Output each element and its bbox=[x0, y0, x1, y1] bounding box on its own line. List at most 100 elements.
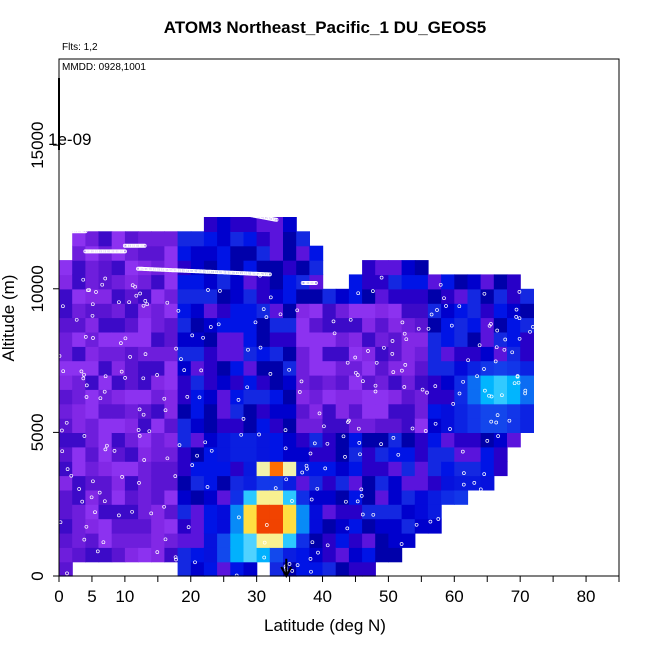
flight-track-point bbox=[353, 370, 358, 375]
flight-track-point bbox=[483, 388, 487, 393]
heatmap-cell bbox=[283, 475, 297, 491]
heatmap-cell bbox=[454, 288, 469, 304]
heatmap-cell bbox=[375, 446, 389, 462]
heatmap-cell bbox=[203, 489, 218, 505]
flight-track-point bbox=[191, 206, 196, 211]
heatmap-cell bbox=[322, 331, 337, 347]
flight-track-point bbox=[86, 249, 91, 254]
heatmap-cell bbox=[243, 245, 258, 261]
heatmap-cell bbox=[151, 532, 165, 548]
heatmap-cell bbox=[164, 317, 179, 333]
heatmap-cell bbox=[111, 331, 126, 347]
heatmap-cell bbox=[520, 403, 534, 419]
heatmap-cell bbox=[335, 475, 350, 491]
flight-track-point bbox=[516, 380, 521, 385]
flight-track-point bbox=[360, 512, 365, 517]
heatmap-cell bbox=[164, 288, 179, 304]
flight-track-point bbox=[435, 308, 439, 312]
heatmap-cell bbox=[454, 389, 469, 405]
heatmap-cell bbox=[72, 288, 86, 304]
heatmap-cell bbox=[243, 446, 258, 462]
heatmap-cell bbox=[59, 260, 73, 276]
heatmap-cell bbox=[151, 389, 165, 405]
heatmap-cell bbox=[283, 389, 297, 405]
flight-track-point bbox=[142, 458, 147, 462]
heatmap-cell bbox=[427, 374, 442, 390]
heatmap-cell bbox=[243, 317, 258, 333]
flight-track-point bbox=[264, 315, 269, 319]
heatmap-cell bbox=[480, 274, 495, 290]
flight-track-point bbox=[268, 295, 273, 300]
heatmap-cell bbox=[243, 288, 258, 304]
heatmap-cell bbox=[98, 518, 113, 534]
flight-track-point bbox=[64, 229, 69, 234]
heatmap-cell bbox=[362, 374, 376, 390]
heatmap-cell bbox=[124, 317, 139, 333]
heatmap-cell bbox=[388, 475, 403, 491]
flight-track-point bbox=[162, 504, 166, 509]
heatmap-cell bbox=[493, 288, 508, 304]
heatmap-cell bbox=[138, 489, 152, 505]
heatmap-cell bbox=[388, 446, 403, 462]
flight-track-point bbox=[248, 271, 253, 276]
heatmap-cell bbox=[59, 346, 73, 362]
heatmap-cell bbox=[203, 403, 218, 419]
flight-track-point bbox=[203, 440, 208, 445]
heatmap-cell bbox=[190, 288, 205, 304]
heatmap-cell bbox=[414, 432, 429, 448]
heatmap-cell bbox=[520, 374, 534, 390]
flight-track-point bbox=[188, 206, 193, 211]
heatmap-cell bbox=[85, 461, 100, 477]
flight-track-point bbox=[165, 456, 170, 461]
heatmap-cell bbox=[441, 317, 455, 333]
heatmap-cell bbox=[59, 331, 73, 347]
heatmap-cell bbox=[217, 231, 231, 247]
flight-track-point bbox=[145, 267, 150, 272]
heatmap-cell bbox=[348, 303, 363, 319]
heatmap-cell bbox=[348, 432, 363, 448]
flight-track-point bbox=[187, 268, 192, 273]
flight-track-point bbox=[503, 259, 508, 264]
heatmap-cell bbox=[98, 231, 113, 247]
flight-track-point bbox=[128, 243, 133, 248]
heatmap-cell bbox=[230, 561, 245, 577]
heatmap-cell bbox=[401, 274, 416, 290]
heatmap-cell bbox=[124, 288, 139, 304]
heatmap-cell bbox=[138, 346, 152, 362]
flight-track-point bbox=[462, 471, 466, 475]
heatmap-cell bbox=[414, 260, 429, 276]
heatmap-cell bbox=[217, 331, 231, 347]
flight-track-point bbox=[347, 418, 351, 423]
flight-track-point bbox=[400, 368, 404, 373]
flight-track-point bbox=[208, 325, 213, 329]
heatmap-cell bbox=[177, 231, 192, 247]
flight-track-point bbox=[257, 432, 261, 437]
flight-track-point bbox=[179, 268, 184, 273]
flight-track-point bbox=[209, 269, 214, 274]
flight-track-point bbox=[402, 385, 407, 389]
flight-track-point bbox=[93, 249, 98, 254]
heatmap-cell bbox=[520, 331, 534, 347]
heatmap-cell bbox=[256, 504, 271, 520]
heatmap-cell bbox=[362, 317, 376, 333]
flight-track-point bbox=[204, 269, 209, 274]
heatmap-cell bbox=[203, 532, 218, 548]
heatmap-cell bbox=[124, 504, 139, 520]
flight-track-point bbox=[229, 270, 234, 275]
flight-track-point bbox=[512, 381, 517, 386]
heatmap-cell bbox=[203, 317, 218, 333]
flight-track-point bbox=[359, 487, 364, 492]
heatmap-cell bbox=[454, 360, 469, 376]
heatmap-cell bbox=[230, 317, 245, 333]
heatmap-cell bbox=[124, 303, 139, 319]
heatmap-cell bbox=[164, 331, 179, 347]
flight-track-point bbox=[111, 249, 116, 254]
flight-track-point bbox=[170, 268, 175, 273]
heatmap-cell bbox=[72, 245, 86, 261]
heatmap-cell bbox=[441, 374, 455, 390]
flight-track-point bbox=[303, 280, 308, 285]
flight-track-point bbox=[392, 249, 397, 254]
heatmap-cell bbox=[98, 446, 113, 462]
flight-track-point bbox=[507, 260, 512, 265]
